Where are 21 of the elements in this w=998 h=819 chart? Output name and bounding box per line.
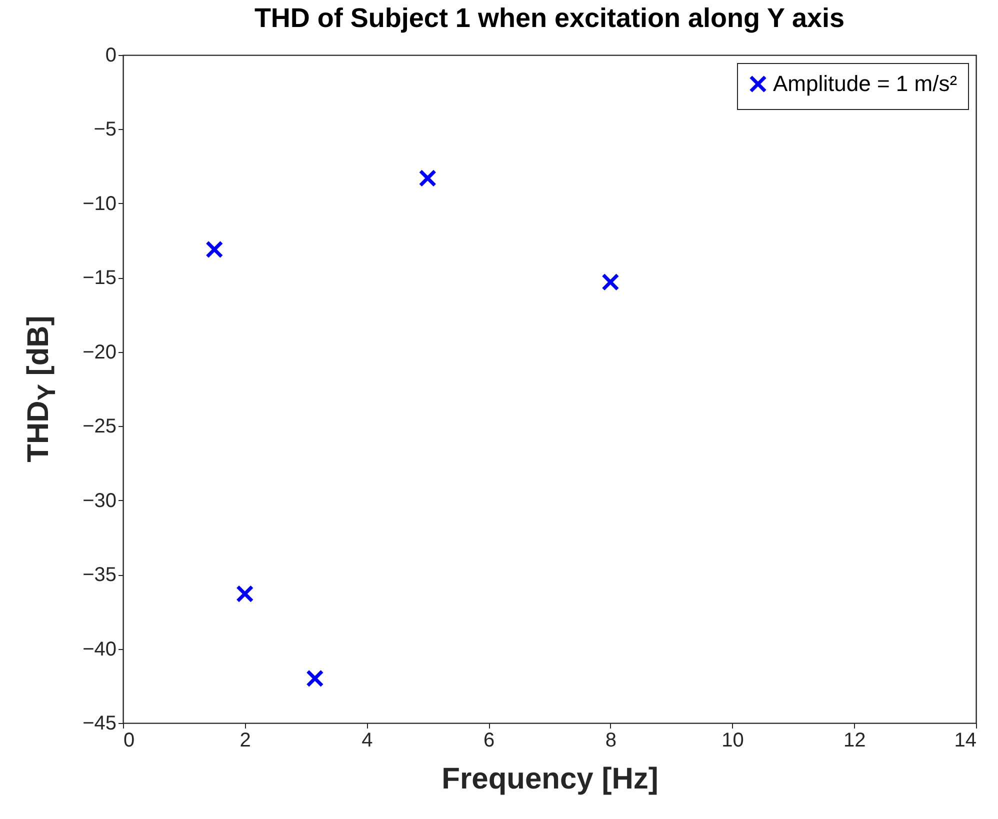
x-tick-label: 14	[954, 730, 976, 752]
y-tick-label: −5	[94, 118, 116, 141]
legend-label: Amplitude = 1 m/s²	[773, 71, 958, 96]
y-tick-label: −25	[82, 416, 116, 438]
x-tick-label: 0	[124, 730, 135, 752]
x-axis-title: Frequency [Hz]	[442, 762, 658, 796]
y-tick-label: −10	[82, 192, 116, 215]
y-tick-label: −15	[82, 267, 116, 290]
x-tick-label: 6	[484, 730, 495, 752]
y-tick-label: −30	[82, 490, 116, 512]
y-tick-label: −45	[82, 712, 116, 734]
chart-title: THD of Subject 1 when excitation along Y axis	[254, 3, 845, 33]
x-tick-label: 2	[240, 730, 251, 752]
y-tick-label: 0	[105, 44, 116, 66]
y-tick-label: −20	[82, 341, 116, 364]
x-tick-label: 10	[722, 730, 744, 752]
x-tick-label: 8	[605, 730, 616, 752]
x-tick-label: 4	[362, 730, 373, 752]
y-tick-label: −40	[82, 638, 116, 660]
x-tick-label: 12	[844, 730, 866, 752]
y-tick-label: −35	[82, 564, 116, 586]
